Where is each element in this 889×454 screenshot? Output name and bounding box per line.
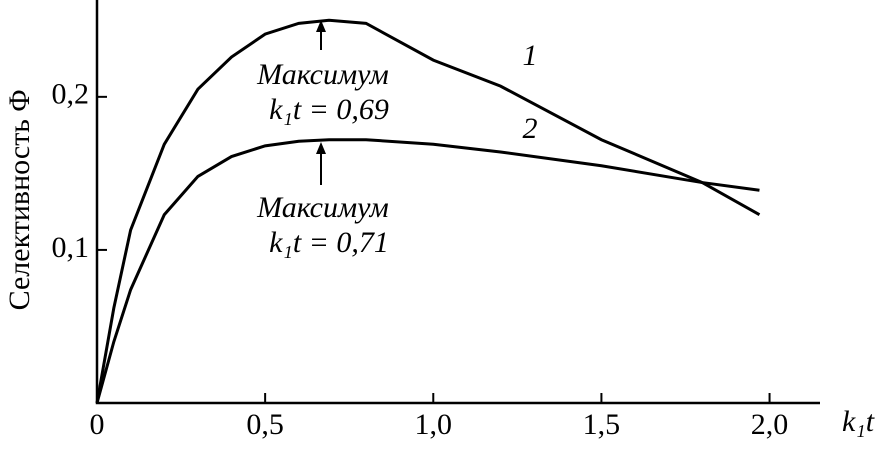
annotation: k₁t = 0,71 [269,226,389,259]
annotation: Максимум [256,191,389,224]
curve-label: 1 [523,39,538,72]
x-axis-label: k₁t [842,405,875,438]
annotation: k₁t = 0,69 [269,93,389,126]
y-tick-label: 0,2 [52,78,90,111]
curve [95,18,761,404]
x-tick-label: 0,5 [246,408,284,441]
x-tick-label: 1,0 [415,408,453,441]
x-tick-label: 0 [90,408,105,441]
curve-label: 2 [523,112,538,145]
y-axis-label: Селективность Φ [3,90,36,311]
annotation: Максимум [256,58,389,91]
curve [95,138,760,404]
axes [95,0,820,405]
x-tick-label: 2,0 [751,408,789,441]
arrow-head [316,20,326,32]
arrow-head [316,142,326,154]
y-tick-label: 0,1 [52,231,90,264]
x-tick-label: 1,5 [583,408,621,441]
